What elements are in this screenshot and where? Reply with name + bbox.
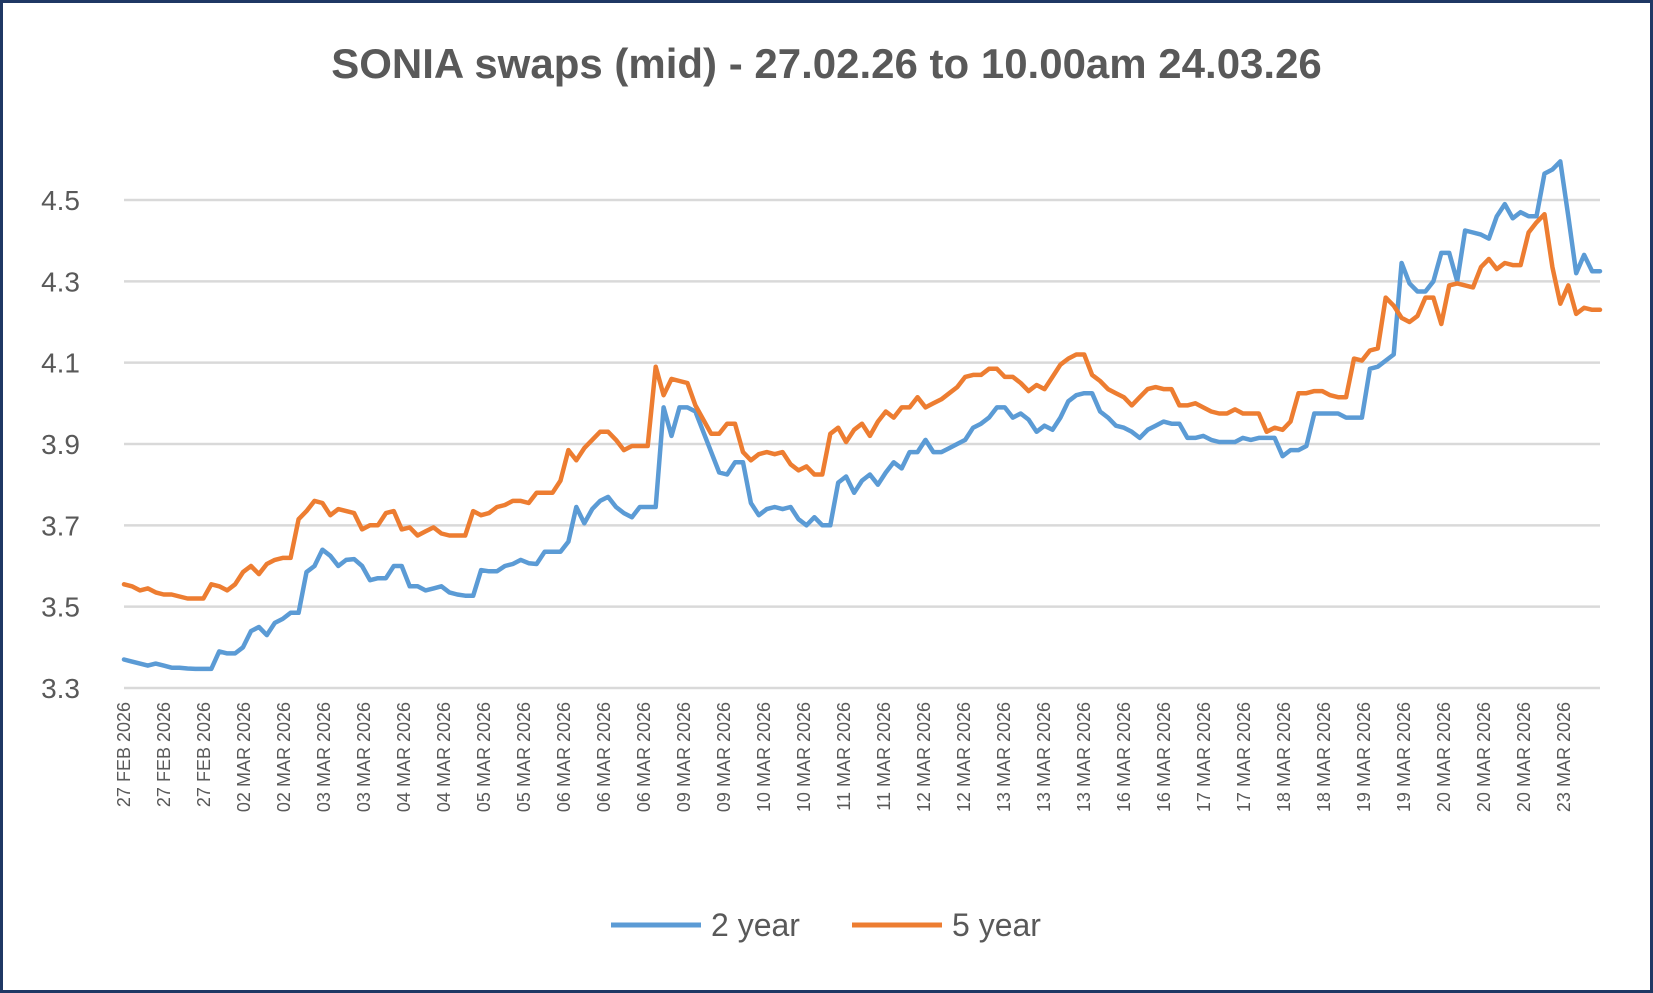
y-tick-label: 4.1 — [41, 348, 80, 379]
x-tick-label: 03 MAR 2026 — [314, 702, 334, 812]
x-tick-label: 11 MAR 2026 — [874, 702, 894, 811]
x-tick-label: 18 MAR 2026 — [1274, 702, 1294, 812]
x-tick-label: 19 MAR 2026 — [1394, 702, 1414, 812]
series-line-5-year — [121, 211, 1603, 601]
x-tick-label: 27 FEB 2026 — [114, 702, 134, 807]
y-tick-label: 4.5 — [41, 185, 80, 216]
x-tick-label: 10 MAR 2026 — [754, 702, 774, 812]
x-tick-label: 20 MAR 2026 — [1474, 702, 1494, 812]
x-axis-labels: 27 FEB 2026 27 FEB 2026 27 FEB 2026 02 MAR … — [114, 702, 1574, 812]
x-tick-label: 23 MAR 2026 — [1554, 702, 1574, 812]
x-tick-label: 19 MAR 2026 — [1354, 702, 1374, 812]
y-tick-label: 3.7 — [41, 510, 80, 541]
x-tick-label: 17 MAR 2026 — [1234, 702, 1254, 812]
legend: 2 year 5 year — [611, 907, 1041, 943]
series-lines — [121, 159, 1603, 672]
x-tick-label: 04 MAR 2026 — [434, 702, 454, 812]
x-tick-label: 27 FEB 2026 — [194, 702, 214, 807]
legend-label: 2 year — [711, 907, 800, 943]
x-tick-label: 16 MAR 2026 — [1154, 702, 1174, 812]
x-tick-label: 09 MAR 2026 — [714, 702, 734, 812]
x-tick-label: 04 MAR 2026 — [394, 702, 414, 812]
x-tick-label: 27 FEB 2026 — [154, 702, 174, 807]
x-tick-label: 18 MAR 2026 — [1314, 702, 1334, 812]
x-tick-label: 03 MAR 2026 — [354, 702, 374, 812]
x-tick-label: 16 MAR 2026 — [1114, 702, 1134, 812]
y-axis-labels: 3.3 3.5 3.7 3.9 4.1 4.3 4.5 — [41, 185, 80, 704]
x-tick-label: 13 MAR 2026 — [1034, 702, 1054, 812]
y-tick-label: 3.5 — [41, 592, 80, 623]
y-tick-label: 3.9 — [41, 429, 80, 460]
x-tick-label: 05 MAR 2026 — [514, 702, 534, 812]
series-line-2-year — [121, 159, 1603, 672]
x-tick-label: 06 MAR 2026 — [554, 702, 574, 812]
x-tick-label: 12 MAR 2026 — [954, 702, 974, 812]
x-tick-label: 06 MAR 2026 — [594, 702, 614, 812]
legend-label: 5 year — [952, 907, 1041, 943]
x-tick-label: 05 MAR 2026 — [474, 702, 494, 812]
chart-title: SONIA swaps (mid) - 27.02.26 to 10.00am … — [331, 40, 1322, 87]
x-tick-label: 17 MAR 2026 — [1194, 702, 1214, 812]
y-tick-label: 3.3 — [41, 673, 80, 704]
gridlines — [124, 198, 1600, 690]
x-tick-label: 10 MAR 2026 — [794, 702, 814, 812]
x-tick-label: 12 MAR 2026 — [914, 702, 934, 812]
x-tick-label: 09 MAR 2026 — [674, 702, 694, 812]
x-tick-label: 13 MAR 2026 — [994, 702, 1014, 812]
x-tick-label: 02 MAR 2026 — [234, 702, 254, 812]
x-tick-label: 20 MAR 2026 — [1434, 702, 1454, 812]
x-tick-label: 02 MAR 2026 — [274, 702, 294, 812]
x-tick-label: 13 MAR 2026 — [1074, 702, 1094, 812]
x-tick-label: 11 MAR 2026 — [834, 702, 854, 811]
x-tick-label: 20 MAR 2026 — [1514, 702, 1534, 812]
y-tick-label: 4.3 — [41, 266, 80, 297]
x-tick-label: 06 MAR 2026 — [634, 702, 654, 812]
